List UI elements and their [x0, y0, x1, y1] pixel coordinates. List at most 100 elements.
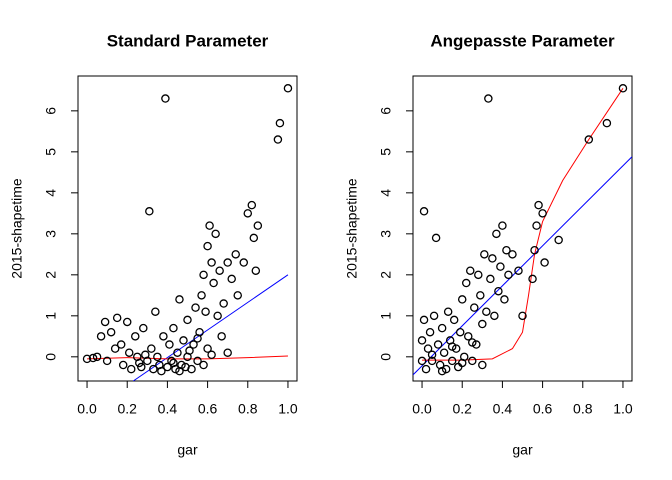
y-tick-label: 4 — [43, 189, 59, 197]
point — [149, 364, 158, 374]
point — [437, 323, 447, 333]
x-tick-label: 0.4 — [158, 401, 178, 417]
point — [474, 270, 483, 280]
point — [96, 332, 106, 341]
x-axis-label: gar — [177, 442, 198, 458]
point — [478, 360, 487, 370]
x-tick-label: 1.0 — [278, 401, 298, 417]
y-tick-label: 4 — [378, 189, 394, 197]
point — [153, 352, 162, 362]
point — [163, 362, 172, 372]
fit-line — [132, 274, 289, 381]
point — [486, 274, 495, 284]
point — [419, 315, 429, 325]
point — [283, 84, 293, 93]
point — [169, 323, 178, 333]
y-tick-label: 6 — [43, 107, 59, 115]
point — [437, 366, 447, 376]
point — [211, 229, 220, 239]
x-tick-label: 1.0 — [613, 401, 633, 417]
point — [528, 274, 537, 284]
point — [618, 84, 628, 93]
point — [457, 358, 467, 368]
point — [92, 352, 102, 362]
point — [193, 334, 202, 343]
point — [447, 356, 457, 366]
point — [181, 362, 190, 372]
point — [427, 356, 437, 366]
chart-title: Standard Parameter — [107, 31, 269, 50]
point — [455, 327, 465, 337]
point — [165, 340, 174, 349]
point — [137, 362, 146, 372]
point — [461, 278, 471, 288]
point — [179, 336, 188, 345]
point — [157, 366, 166, 376]
point — [540, 258, 549, 267]
point — [183, 315, 192, 325]
point — [273, 135, 283, 144]
panel: Angepasste Parameter gar 2015-shapetime 0.0… — [344, 31, 633, 457]
point — [480, 250, 489, 259]
y-tick-label: 5 — [378, 148, 394, 156]
point — [147, 344, 156, 353]
point — [193, 356, 202, 366]
point — [488, 254, 497, 263]
point — [417, 336, 427, 345]
y-tick-label: 6 — [378, 107, 394, 115]
point — [532, 221, 541, 230]
point — [504, 270, 513, 280]
x-axis-label: gar — [512, 442, 533, 458]
point — [145, 207, 154, 216]
point — [173, 348, 182, 357]
point — [135, 358, 144, 368]
point — [112, 313, 122, 323]
x-tick-label: 0.0 — [77, 401, 97, 417]
y-tick-label: 1 — [378, 312, 394, 320]
point — [514, 266, 523, 275]
y-tick-label: 0 — [378, 353, 394, 361]
point — [205, 221, 214, 230]
point — [417, 356, 427, 366]
point — [159, 332, 168, 341]
point — [464, 332, 473, 341]
point — [470, 303, 479, 312]
point — [110, 344, 120, 353]
point — [227, 274, 236, 284]
point — [197, 291, 206, 300]
point — [534, 200, 543, 210]
point — [490, 311, 499, 321]
point — [169, 358, 178, 368]
point — [538, 209, 547, 218]
point — [118, 360, 128, 370]
fit-line — [422, 88, 624, 361]
point — [584, 135, 594, 144]
point — [82, 354, 92, 364]
x-tick-label: 0.8 — [573, 401, 593, 417]
point — [106, 327, 116, 337]
point — [427, 350, 437, 360]
point — [217, 332, 226, 341]
x-tick-label: 0.2 — [452, 401, 472, 417]
point — [508, 250, 517, 259]
point — [141, 350, 150, 360]
point — [102, 356, 112, 366]
point — [219, 299, 228, 308]
point — [215, 266, 224, 275]
point — [482, 307, 491, 316]
point — [429, 311, 439, 321]
point — [223, 258, 232, 267]
point — [116, 340, 126, 349]
point — [251, 266, 261, 275]
point — [209, 278, 218, 288]
point — [239, 258, 249, 267]
point — [199, 360, 208, 370]
point — [122, 317, 132, 327]
point — [161, 94, 170, 103]
point — [423, 344, 433, 353]
chart-title: Angepasste Parameter — [430, 31, 615, 50]
y-axis-label: 2015-shapetime — [344, 178, 360, 279]
fit-line — [87, 355, 288, 360]
point — [500, 295, 509, 304]
